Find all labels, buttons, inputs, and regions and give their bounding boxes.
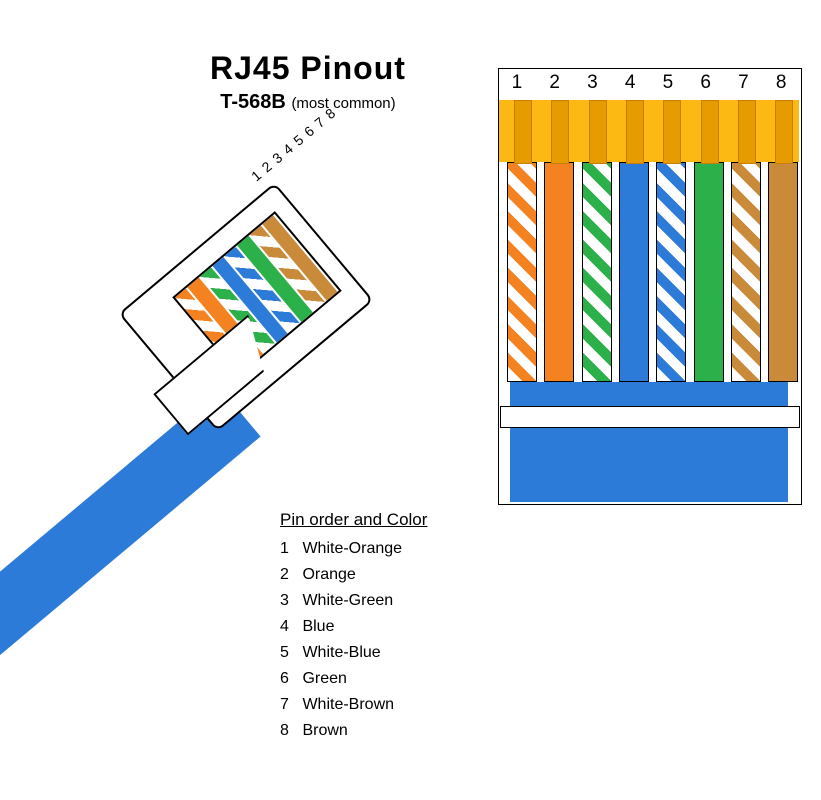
wire-2: [544, 162, 574, 382]
title-block: RJ45 Pinout T-568B (most common): [210, 50, 406, 114]
cable-jacket: [510, 382, 788, 502]
pinlist-row: 5 White-Blue: [280, 644, 427, 662]
pinlist-label: Orange: [298, 566, 356, 583]
pinlist-label: White-Blue: [298, 644, 381, 661]
pin-number: 5: [663, 72, 674, 94]
pin-contact: [589, 100, 607, 164]
pinlist-label: White-Brown: [298, 696, 394, 713]
pinlist-num: 6: [280, 670, 298, 688]
pin-contact: [551, 100, 569, 164]
iso-pin-number: 3: [269, 149, 285, 166]
pinlist-label: Blue: [298, 618, 334, 635]
pinlist-num: 1: [280, 540, 298, 558]
pinlist-row: 3 White-Green: [280, 592, 427, 610]
pin-contact: [701, 100, 719, 164]
pin-number: 7: [738, 72, 749, 94]
pinlist-row: 2 Orange: [280, 566, 427, 584]
pinlist-row: 7 White-Brown: [280, 696, 427, 714]
pinlist-label: Green: [298, 670, 347, 687]
pin-numbers-row: 1 2 3 4 5 6 7 8: [498, 72, 800, 94]
wire-6: [694, 162, 724, 382]
iso-pin-number: 5: [290, 132, 306, 149]
pin-contact: [775, 100, 793, 164]
title-main: RJ45 Pinout: [210, 50, 406, 87]
pinlist-label: White-Orange: [298, 540, 402, 557]
pin-number: 3: [587, 72, 598, 94]
iso-pin-number: 7: [311, 114, 327, 131]
pin-number: 1: [512, 72, 523, 94]
pin-number: 4: [625, 72, 636, 94]
pin-order-list: Pin order and Color 1 White-Orange2 Oran…: [280, 510, 427, 748]
pinlist-label: White-Green: [298, 592, 393, 609]
wire-5: [656, 162, 686, 382]
jacket-strain-relief: [500, 406, 800, 428]
pinlist-num: 5: [280, 644, 298, 662]
pin-number: 2: [549, 72, 560, 94]
pinlist-num: 8: [280, 722, 298, 740]
iso-pin-number: 6: [301, 123, 317, 140]
wire-3: [582, 162, 612, 382]
wire-7: [731, 162, 761, 382]
pinlist-row: 4 Blue: [280, 618, 427, 636]
wire-8: [768, 162, 798, 382]
pin-contact: [626, 100, 644, 164]
pinlist-num: 7: [280, 696, 298, 714]
iso-pin-number: 4: [280, 140, 296, 157]
pinlist-row: 1 White-Orange: [280, 540, 427, 558]
rj45-connector-illustration: 12345678: [0, 110, 440, 540]
pin-number: 8: [776, 72, 787, 94]
pinlist-num: 3: [280, 592, 298, 610]
cable-illustration: [0, 387, 261, 757]
iso-pin-number: 2: [259, 158, 275, 175]
pinlist-label: Brown: [298, 722, 348, 739]
pin-contact: [514, 100, 532, 164]
pinlist-num: 4: [280, 618, 298, 636]
pin-number: 6: [700, 72, 711, 94]
pinlist-row: 8 Brown: [280, 722, 427, 740]
pinlist-num: 2: [280, 566, 298, 584]
pin-contact: [663, 100, 681, 164]
iso-pin-number: 1: [248, 167, 264, 184]
wire-4: [619, 162, 649, 382]
pinlist-row: 6 Green: [280, 670, 427, 688]
pin-contact: [738, 100, 756, 164]
wire-1: [507, 162, 537, 382]
iso-pin-numbers: 12345678: [248, 105, 338, 184]
